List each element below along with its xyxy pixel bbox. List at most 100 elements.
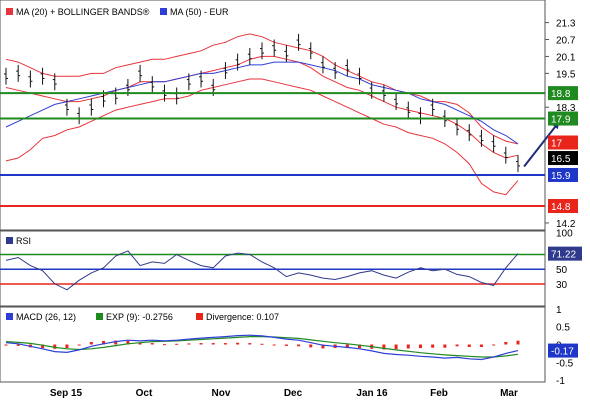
blue-square-icon bbox=[160, 8, 167, 15]
divergence-bar bbox=[77, 344, 81, 346]
divergence-bar bbox=[114, 340, 118, 345]
divergence-bar bbox=[321, 344, 325, 349]
divergence-bar bbox=[211, 343, 215, 345]
rsi-y-tick-label: 30 bbox=[556, 280, 568, 291]
price-y-tick-label: 18.3 bbox=[556, 103, 576, 114]
rsi-line bbox=[5, 250, 519, 291]
macd-value-badge: -0.17 bbox=[551, 347, 574, 358]
divergence-bar bbox=[418, 344, 422, 349]
legend-rsi: RSI bbox=[16, 236, 31, 246]
divergence-bar bbox=[138, 342, 142, 345]
macd-value-badge-bg bbox=[548, 343, 578, 358]
forecast-arrow bbox=[523, 120, 561, 168]
macd-y-tick-label: -1 bbox=[556, 376, 565, 387]
legend-exp: EXP (9): -0.2756 bbox=[106, 312, 173, 322]
divergence-bar bbox=[162, 344, 166, 346]
legend-divergence: Divergence: 0.107 bbox=[206, 312, 279, 322]
divergence-bar bbox=[504, 342, 508, 345]
y-axes: 18.8 17.9 15.9 14.8 17 16.5 21.3 20.7 20.1 19.5 18… bbox=[545, 19, 582, 387]
macd-panel bbox=[0, 306, 546, 383]
x-tick-label: Mar bbox=[500, 388, 518, 399]
divergence-bar bbox=[102, 340, 106, 345]
divergence-bar bbox=[382, 344, 386, 350]
divergence-bar bbox=[443, 344, 447, 348]
divergence-bar bbox=[150, 343, 154, 345]
level-badge-bg bbox=[548, 199, 578, 214]
macd-plot bbox=[4, 334, 520, 361]
rsi-value-badge-bg bbox=[548, 246, 582, 261]
divergence-bar bbox=[309, 344, 313, 348]
level-badge: 17.9 bbox=[551, 115, 571, 126]
legend-ma20-bollinger: MA (20) + BOLLINGER BANDS® bbox=[16, 7, 150, 17]
level-badge: 14.8 bbox=[551, 202, 571, 213]
divergence-bar bbox=[16, 344, 20, 346]
divergence-bar bbox=[406, 344, 410, 349]
divergence-bar bbox=[297, 344, 301, 347]
level-badge-bg bbox=[548, 111, 578, 126]
level-badge: 18.8 bbox=[551, 89, 571, 100]
rsi-y-tick-label: 100 bbox=[556, 228, 573, 239]
macd-y-tick-label: 1 bbox=[556, 305, 562, 316]
x-tick-label: Sep 15 bbox=[50, 388, 83, 399]
macd-y-tick-label: 0.5 bbox=[556, 323, 570, 334]
price-y-tick-label: 20.1 bbox=[556, 52, 576, 63]
level-badge-bg bbox=[548, 86, 578, 101]
divergence-bar bbox=[4, 344, 8, 346]
divergence-bar bbox=[248, 343, 252, 345]
macd-signal-line bbox=[5, 336, 519, 358]
divergence-bar bbox=[345, 344, 349, 349]
divergence-bar bbox=[284, 344, 288, 346]
rsi-value-badge: 71.22 bbox=[551, 250, 576, 261]
x-tick-label: Dec bbox=[284, 388, 303, 399]
price-y-tick-label: 20.7 bbox=[556, 36, 576, 47]
x-tick-label: Nov bbox=[212, 388, 231, 399]
red-square-icon bbox=[196, 313, 203, 320]
divergence-bar bbox=[236, 342, 240, 345]
price-y-tick-label: 19.5 bbox=[556, 69, 576, 80]
red-square-icon bbox=[6, 8, 13, 15]
divergence-bar bbox=[41, 344, 45, 349]
divergence-bar bbox=[65, 344, 69, 349]
price-panel bbox=[0, 0, 546, 231]
macd-y-tick-label: -0.5 bbox=[556, 358, 574, 369]
price-value-badge-bg bbox=[548, 135, 578, 150]
divergence-bar bbox=[358, 344, 362, 349]
divergence-bar bbox=[199, 343, 203, 345]
divergence-bar bbox=[394, 344, 398, 350]
price-value-badge-bg bbox=[548, 151, 578, 166]
lower-bollinger-band bbox=[5, 78, 519, 196]
blue-square-icon bbox=[6, 313, 13, 320]
divergence-bar bbox=[467, 344, 471, 347]
legend-ma50: MA (50) - EUR bbox=[170, 7, 229, 17]
price-plot bbox=[0, 33, 561, 208]
divergence-bar bbox=[126, 340, 130, 345]
divergence-bar bbox=[223, 343, 227, 345]
rsi-legend: RSI bbox=[6, 236, 31, 246]
divergence-bar bbox=[431, 344, 435, 348]
rsi-y-tick-label: 50 bbox=[556, 265, 568, 276]
divergence-bar bbox=[479, 344, 483, 347]
x-tick-label: Jan 16 bbox=[356, 388, 388, 399]
x-tick-label: Feb bbox=[430, 388, 448, 399]
macd-legend: MACD (26, 12) EXP (9): -0.2756 Divergenc… bbox=[6, 312, 279, 322]
divergence-bar bbox=[455, 344, 459, 347]
price-value-badge: 17 bbox=[551, 139, 563, 150]
divergence-bar bbox=[492, 344, 496, 346]
price-y-tick-label: 14.2 bbox=[556, 219, 576, 230]
divergence-bar bbox=[89, 342, 93, 345]
x-axis: Sep 15 Oct Nov Dec Jan 16 Feb Mar bbox=[50, 388, 518, 399]
divergence-bar bbox=[53, 344, 57, 349]
price-value-badge: 16.5 bbox=[551, 154, 571, 165]
macd-line bbox=[5, 334, 519, 361]
price-legend: MA (20) + BOLLINGER BANDS® MA (50) - EUR bbox=[6, 7, 229, 17]
x-tick-label: Oct bbox=[136, 388, 153, 399]
price-y-tick-label: 21.3 bbox=[556, 19, 576, 30]
rsi-plot bbox=[0, 250, 545, 291]
divergence-bar bbox=[272, 344, 276, 346]
level-badge-bg bbox=[548, 167, 578, 182]
divergence-bar bbox=[187, 343, 191, 345]
divergence-bar bbox=[175, 343, 179, 345]
green-square-icon bbox=[96, 313, 103, 320]
level-badge: 15.9 bbox=[551, 171, 571, 182]
